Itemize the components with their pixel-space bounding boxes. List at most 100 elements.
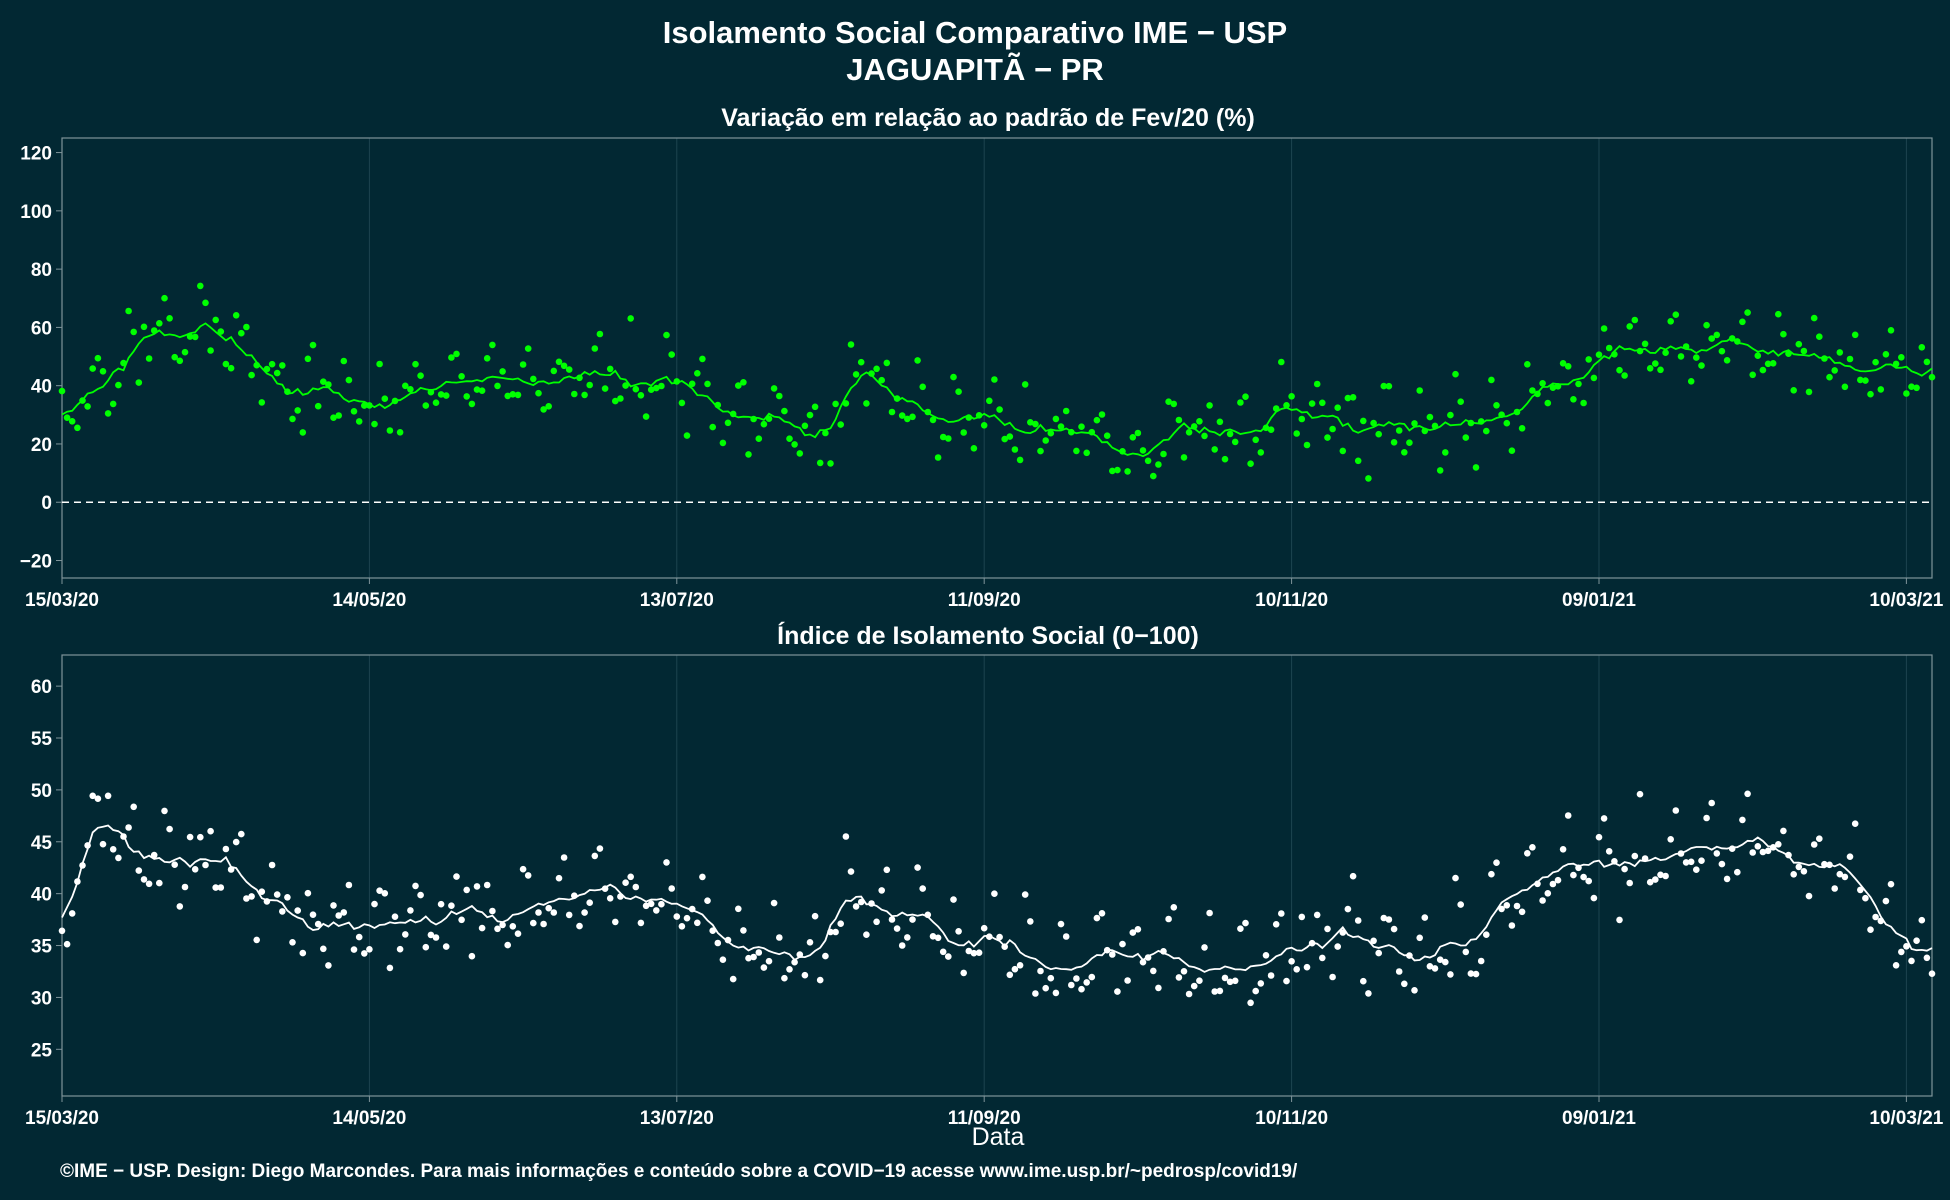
data-point: [1693, 354, 1700, 361]
data-point: [1006, 433, 1014, 440]
data-point: [530, 919, 537, 927]
data-point: [617, 395, 624, 402]
data-point: [1114, 988, 1121, 995]
panel-2-title: Índice de Isolamento Social (0−100): [777, 621, 1199, 650]
data-point: [1411, 420, 1418, 427]
data-point: [1590, 894, 1598, 902]
data-point: [1616, 916, 1623, 924]
data-point: [442, 943, 450, 950]
panel-frame: [61, 137, 1933, 579]
data-point: [1677, 850, 1685, 857]
data-point: [612, 918, 619, 926]
data-point: [1734, 338, 1741, 345]
data-point: [1057, 423, 1065, 430]
data-point: [1278, 358, 1285, 366]
data-point: [1216, 418, 1224, 426]
x-tick-label: 09/01/21: [1562, 590, 1636, 611]
data-point: [1267, 426, 1275, 434]
data-point: [1436, 467, 1444, 474]
data-point: [412, 360, 419, 368]
data-point: [391, 397, 399, 405]
data-point: [581, 909, 588, 916]
data-point: [658, 900, 665, 908]
data-point: [514, 930, 522, 937]
x-tick-label: 11/09/20: [948, 590, 1021, 611]
data-point: [1226, 430, 1234, 438]
data-point: [1308, 939, 1316, 947]
data-point: [412, 882, 419, 890]
data-point: [1339, 447, 1347, 455]
data-point: [1083, 449, 1090, 457]
data-point: [1119, 940, 1126, 948]
data-point: [1329, 425, 1336, 433]
y-tick-label: 55: [31, 729, 53, 750]
data-point: [227, 364, 235, 372]
data-point: [1821, 355, 1828, 362]
data-point: [1672, 807, 1680, 814]
x-tick-label: 15/03/20: [25, 590, 99, 611]
data-point: [591, 345, 599, 352]
data-point: [181, 883, 189, 891]
data-point: [1749, 371, 1756, 379]
data-point: [683, 914, 691, 922]
data-point: [1785, 350, 1792, 358]
data-point: [99, 840, 107, 848]
data-point: [909, 916, 916, 923]
data-point: [822, 429, 829, 437]
data-point: [801, 971, 809, 979]
data-point: [888, 408, 896, 416]
data-point: [898, 942, 906, 949]
data-point: [668, 885, 675, 892]
data-point: [1370, 937, 1377, 945]
data-point: [632, 385, 640, 393]
data-point: [924, 911, 932, 919]
data-point: [1570, 396, 1577, 403]
data-point: [1631, 852, 1639, 860]
data-point: [1923, 954, 1931, 962]
data-point: [494, 382, 501, 390]
data-point: [658, 382, 665, 390]
data-point: [581, 391, 588, 399]
data-point: [402, 382, 409, 390]
y-tick-label: 80: [31, 260, 52, 281]
data-point: [1144, 954, 1152, 961]
data-point: [1242, 393, 1249, 401]
data-point: [1892, 360, 1900, 368]
data-point: [115, 854, 122, 862]
data-point: [883, 359, 891, 367]
data-point: [1426, 413, 1434, 421]
data-point: [1775, 841, 1782, 848]
data-point: [653, 384, 660, 392]
data-point: [1078, 985, 1085, 993]
data-point: [1646, 878, 1654, 886]
moving-average-line: [61, 322, 1933, 458]
data-point: [79, 397, 86, 404]
data-point: [489, 341, 496, 349]
data-point: [939, 433, 947, 441]
data-point: [1749, 849, 1756, 856]
data-point: [970, 949, 978, 957]
data-point: [704, 897, 711, 904]
data-point: [417, 372, 424, 380]
data-point: [1349, 872, 1357, 880]
data-point: [273, 891, 281, 898]
data-point: [473, 386, 481, 393]
data-point: [1185, 990, 1193, 998]
data-point: [345, 881, 353, 889]
data-point: [1447, 971, 1454, 978]
data-point: [1693, 866, 1700, 873]
data-point: [1226, 978, 1234, 986]
data-point: [432, 934, 440, 941]
panel-index: 15/03/20 14/05/20 13/07/20 11/09/20 10/11/20…: [25, 654, 1944, 1129]
data-point: [1780, 827, 1787, 835]
data-point: [1687, 858, 1695, 866]
data-point: [1508, 922, 1516, 929]
data-point: [822, 952, 829, 960]
data-point: [1078, 423, 1085, 431]
data-point: [1862, 377, 1869, 384]
data-point: [145, 880, 153, 888]
data-point: [120, 359, 127, 367]
data-point: [371, 420, 378, 428]
data-point: [458, 916, 465, 924]
data-point: [637, 919, 645, 927]
